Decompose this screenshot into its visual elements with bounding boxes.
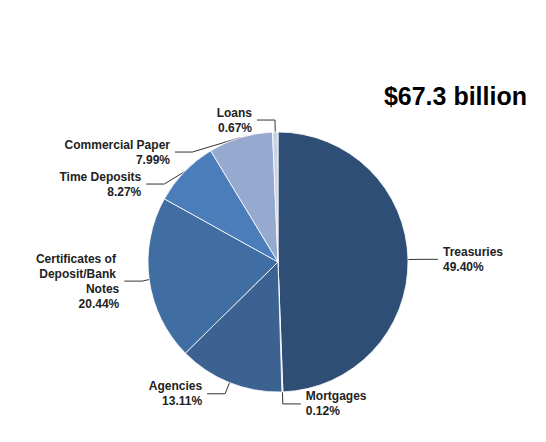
svg-text:8.27%: 8.27% [107,185,141,199]
svg-text:20.44%: 20.44% [79,297,120,311]
svg-text:Time Deposits: Time Deposits [59,170,141,184]
svg-text:Notes: Notes [86,282,120,296]
svg-text:Agencies: Agencies [149,379,203,393]
svg-text:Certificates of: Certificates of [36,252,119,266]
svg-text:0.67%: 0.67% [218,121,252,135]
svg-text:13.11%: 13.11% [162,394,202,408]
svg-text:Loans: Loans [217,106,253,120]
svg-text:7.99%: 7.99% [136,153,170,167]
svg-text:Mortgages: Mortgages [306,389,367,403]
svg-text:Deposit/Bank: Deposit/Bank [39,267,119,281]
svg-text:Commercial Paper: Commercial Paper [65,138,171,152]
svg-text:0.12%: 0.12% [306,404,340,418]
svg-text:49.40%: 49.40% [443,260,484,274]
svg-text:$67.3 billion: $67.3 billion [384,82,527,110]
svg-text:Treasuries: Treasuries [443,245,503,259]
